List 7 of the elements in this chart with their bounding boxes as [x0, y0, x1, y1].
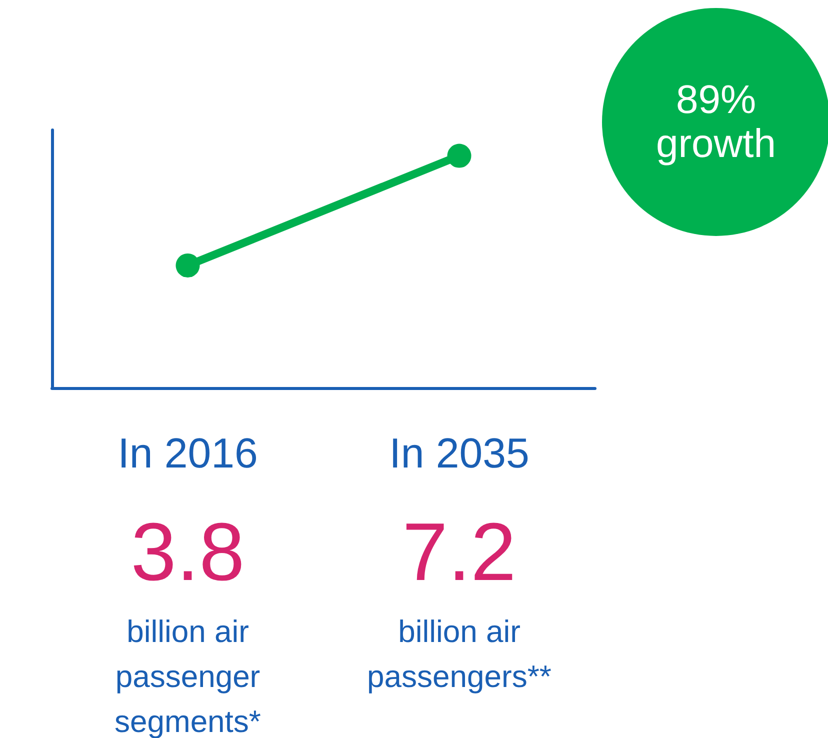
text: billion air passengers**: [366, 613, 552, 696]
x-tick-label: In 2035: [389, 430, 530, 476]
text: billion air passenger segments*: [114, 613, 262, 738]
x-tick-label: In 2016: [118, 430, 258, 476]
circle-badge: 89% growth: [602, 8, 828, 236]
data-label: 3.8: [130, 507, 246, 598]
data-label: 7.2: [401, 507, 518, 598]
